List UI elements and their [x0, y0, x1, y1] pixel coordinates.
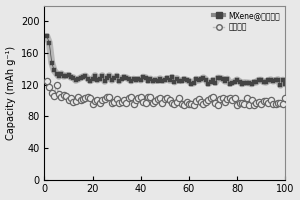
Legend: MXene@富锂锤基, 富锂锤基: MXene@富锂锤基, 富锂锤基 — [212, 9, 281, 33]
Y-axis label: Capacity (mAh g⁻¹): Capacity (mAh g⁻¹) — [6, 46, 16, 140]
